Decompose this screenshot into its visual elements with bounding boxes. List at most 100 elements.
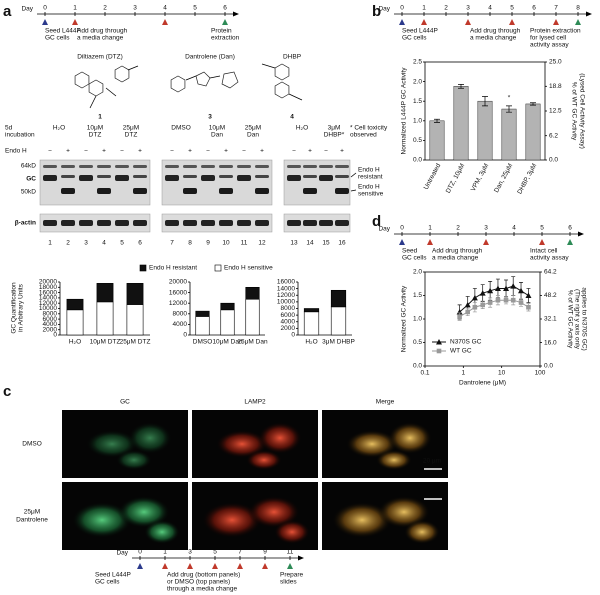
band [115, 175, 129, 181]
band [255, 188, 269, 194]
point [503, 285, 510, 291]
day-label: 0 [138, 549, 142, 556]
x-tick-label: Dan, 25μM [493, 162, 514, 193]
band [115, 165, 129, 168]
y-tick-label: 2.0 [413, 269, 422, 276]
band [79, 165, 93, 168]
endo-h-sign: + [340, 148, 344, 155]
endo-h-sign: − [292, 148, 296, 155]
band [133, 188, 147, 194]
cell-signal [388, 422, 432, 454]
point [525, 292, 532, 298]
endo-h-sign: − [324, 148, 328, 155]
event-marker [72, 19, 78, 25]
y-tick-label: 12000 [277, 292, 295, 299]
cell-signal [332, 502, 392, 538]
error-bar [506, 105, 512, 113]
event-text: Seed L444P [95, 572, 131, 579]
band [133, 220, 147, 226]
endo-h-sign: − [84, 148, 88, 155]
endo-h-sign: − [170, 148, 174, 155]
band [97, 188, 111, 194]
column-header: GC [120, 399, 130, 406]
error-bar [530, 102, 536, 106]
event-text: Add drug through [77, 28, 128, 35]
cell-signal [118, 496, 170, 528]
bond [185, 75, 197, 81]
compound-name: DHBP [283, 54, 301, 61]
y-tick-label: 4000 [173, 321, 188, 328]
band [201, 175, 215, 181]
band-label: sensitive [358, 191, 384, 198]
event-marker [137, 563, 143, 569]
panel-label: b [372, 3, 381, 20]
column-header: Merge [376, 399, 395, 406]
point [479, 290, 486, 296]
event-marker [553, 19, 559, 25]
bar-segment [195, 316, 210, 336]
y-tick-label: 18000 [39, 284, 57, 291]
row-header: Dantrolene [16, 517, 48, 524]
cell-signal [378, 496, 430, 528]
event-text: slides [280, 579, 297, 586]
ring [274, 81, 290, 99]
band-label: Endo H [358, 184, 380, 191]
event-text: Add drug through [432, 248, 483, 255]
point [503, 297, 509, 303]
band [201, 165, 215, 168]
day-label: 1 [422, 5, 426, 12]
gel [39, 159, 151, 206]
error-bar [482, 96, 488, 107]
endo-h-sign: − [120, 148, 124, 155]
group-label: DTZ [125, 132, 138, 139]
band [79, 175, 93, 181]
legend-label: Endo H sensitive [224, 265, 273, 272]
endo-h-sign: + [102, 148, 106, 155]
blot-header: incubation [5, 132, 35, 139]
day-label: 5 [510, 5, 514, 12]
error-bar [458, 83, 464, 89]
event-marker [162, 563, 168, 569]
protein-label: β-actin [15, 220, 36, 227]
band [165, 165, 179, 168]
y-tick-label: 1.5 [413, 292, 422, 299]
gel [39, 213, 151, 233]
point [472, 304, 478, 310]
compound-number: 4 [290, 114, 294, 121]
day-label: 7 [238, 549, 242, 556]
band [335, 175, 349, 178]
endo-h-sign: − [242, 148, 246, 155]
band [133, 165, 147, 168]
point [518, 287, 525, 294]
blot-header: 5d [5, 125, 13, 132]
event-marker [187, 563, 193, 569]
compound-number: 3 [208, 114, 212, 121]
y2-tick-label: 6.2 [549, 132, 558, 139]
band [97, 220, 111, 226]
panel-label: d [372, 213, 381, 230]
band [97, 175, 111, 178]
band [183, 165, 197, 168]
point [510, 283, 517, 289]
group-label: Dan [247, 132, 259, 139]
cell-signal [346, 430, 398, 458]
cell-signal [116, 450, 152, 470]
day-label: 1 [163, 549, 167, 556]
y2-axis-label: (Lysed Cell Activity Assay) [578, 73, 585, 149]
event-text: a media change [432, 255, 479, 262]
bar-segment [220, 302, 235, 311]
panel-label: a [3, 3, 12, 20]
timeline-arrow [233, 11, 239, 17]
lane-number: 12 [258, 240, 266, 247]
y-tick-label: 0 [183, 332, 187, 339]
blot-header: Endo H [5, 148, 27, 155]
cell-signal [404, 520, 440, 544]
y-tick-label: 0 [53, 332, 57, 339]
protein-label: GC [26, 176, 36, 183]
group-label: 25μM [123, 125, 139, 132]
band [319, 165, 333, 168]
point [510, 297, 516, 303]
y-tick-label: 0 [291, 332, 295, 339]
event-marker [399, 239, 405, 245]
